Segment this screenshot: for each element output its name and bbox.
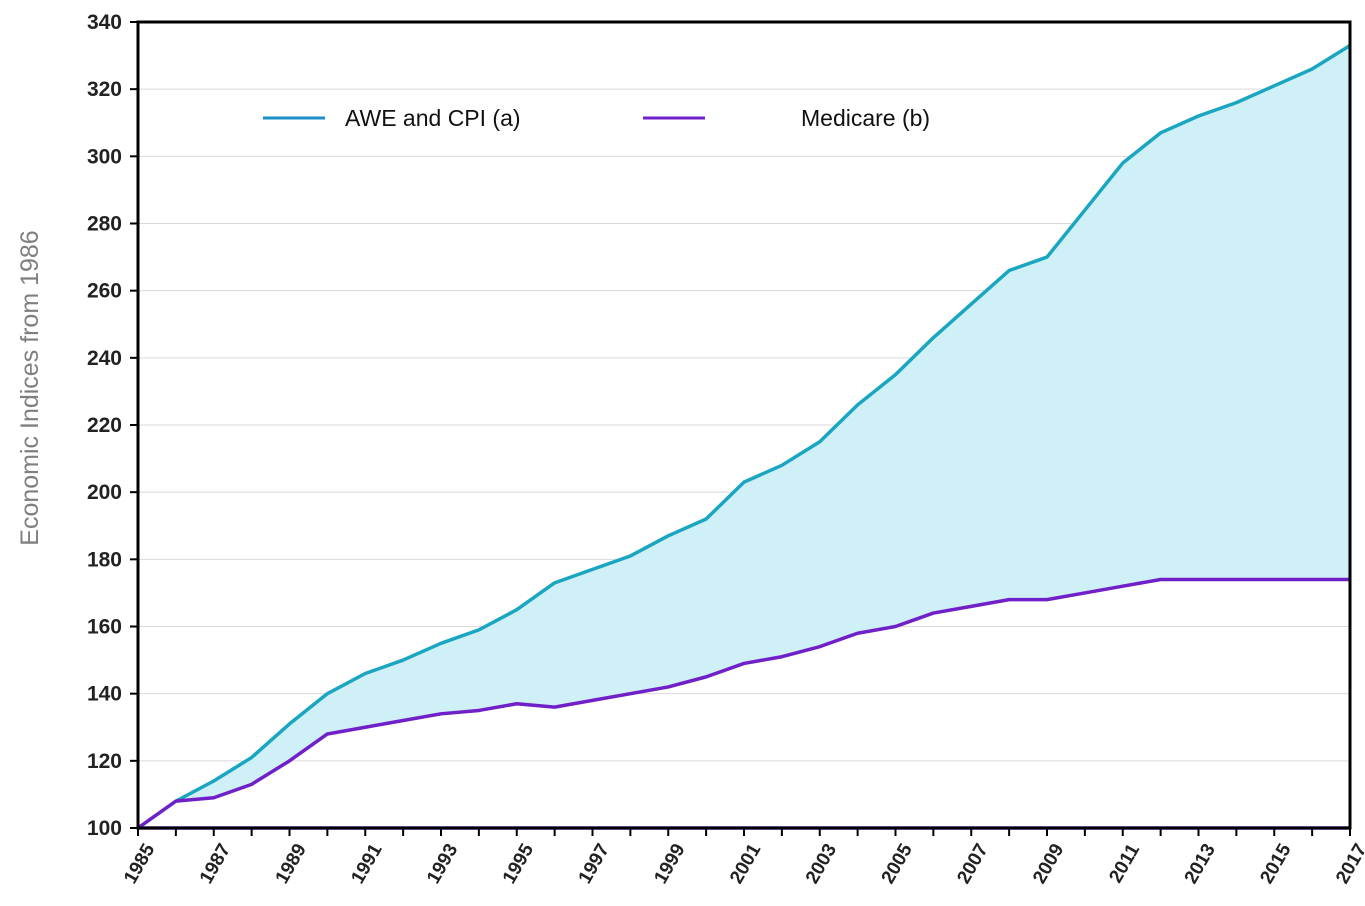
y-tick-label-260: 260 <box>87 280 122 303</box>
y-axis-ticks: 100 120 140 160 180 200 220 240 260 280 300 320 340 <box>87 11 138 840</box>
x-tick-label-2017: 2017 <box>1332 840 1365 887</box>
x-tick-label-1991: 1991 <box>347 840 387 887</box>
legend-label-medicare: Medicare (b) <box>801 105 930 131</box>
series-line-0 <box>136 44 1351 830</box>
y-tick-label-200: 200 <box>87 481 122 504</box>
y-tick-label-180: 180 <box>87 548 122 571</box>
x-axis-ticks: 1985 1987 1989 1991 1993 1995 1997 1999 2001 2003… <box>120 828 1365 888</box>
x-tick-label-2001: 2001 <box>726 840 766 887</box>
legend: AWE and CPI (a) Medicare (b) <box>263 105 930 131</box>
legend-label-awe-cpi: AWE and CPI (a) <box>345 105 521 131</box>
x-tick-label-1993: 1993 <box>423 840 462 887</box>
x-tick-label-1995: 1995 <box>499 840 539 887</box>
y-tick-label-300: 300 <box>87 145 122 168</box>
x-tick-label-2013: 2013 <box>1181 840 1220 887</box>
x-tick-label-1999: 1999 <box>650 840 689 887</box>
y-tick-label-220: 220 <box>87 414 122 437</box>
y-tick-label-160: 160 <box>87 616 122 639</box>
x-tick-label-2011: 2011 <box>1105 840 1144 887</box>
y-tick-label-280: 280 <box>87 213 122 236</box>
gap-fill-area <box>138 45 1350 828</box>
series-line-1 <box>136 577 1350 830</box>
y-tick-label-140: 140 <box>87 683 122 706</box>
x-tick-label-1997: 1997 <box>575 840 614 887</box>
x-tick-label-1985: 1985 <box>120 840 160 887</box>
y-tick-label-100: 100 <box>87 817 122 840</box>
y-tick-label-120: 120 <box>87 750 122 773</box>
x-tick-label-2009: 2009 <box>1029 840 1068 887</box>
y-tick-label-320: 320 <box>87 78 122 101</box>
x-tick-label-2007: 2007 <box>953 840 992 887</box>
x-tick-label-2015: 2015 <box>1256 840 1296 887</box>
x-tick-label-2003: 2003 <box>802 840 841 887</box>
y-tick-label-240: 240 <box>87 347 122 370</box>
x-tick-label-1989: 1989 <box>272 840 311 887</box>
y-tick-label-340: 340 <box>87 11 122 34</box>
x-tick-label-1987: 1987 <box>196 840 235 887</box>
x-tick-label-2005: 2005 <box>878 840 918 887</box>
y-axis-label: Economic Indices from 1986 <box>16 230 44 545</box>
